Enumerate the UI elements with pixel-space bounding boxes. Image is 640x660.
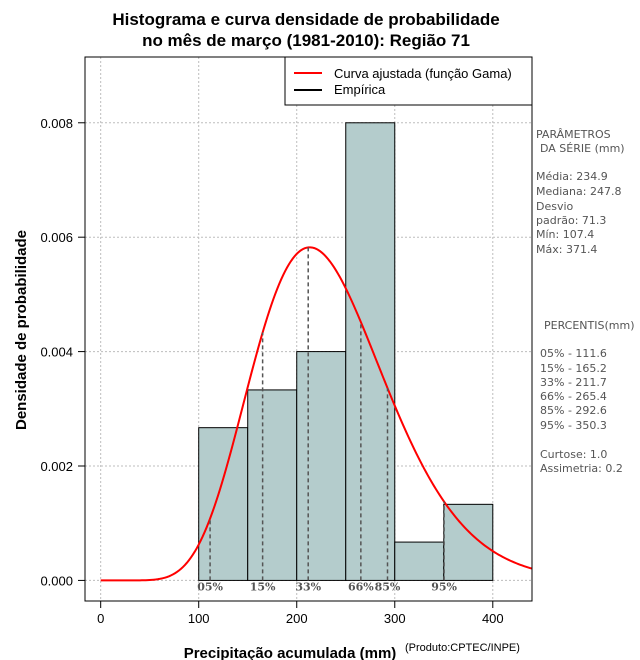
legend: Curva ajustada (função Gama) Empírica bbox=[284, 56, 533, 106]
y-axis-label: Densidade de probabilidade bbox=[13, 230, 30, 430]
percentil-line: 15% - 165.2 bbox=[540, 362, 607, 375]
param-line: Desvio bbox=[536, 200, 574, 213]
param-line: Máx: 371.4 bbox=[536, 243, 597, 256]
percentile-marker-label: 66% bbox=[348, 580, 374, 593]
percentil-line: 85% - 292.6 bbox=[540, 404, 607, 417]
params-subtitle: DA SÉRIE (mm) bbox=[540, 142, 625, 155]
histogram-bar bbox=[247, 389, 298, 581]
percentil-line: 05% - 111.6 bbox=[540, 347, 607, 360]
y-tick-label: 0.002 bbox=[40, 459, 73, 474]
kurtosis-line: Curtose: 1.0 bbox=[540, 448, 607, 461]
percentile-markers: 05% 15% 33% 66% 85% 95% bbox=[197, 247, 457, 593]
x-tick-label: 300 bbox=[384, 611, 406, 626]
percentile-marker-label: 33% bbox=[295, 580, 321, 593]
percentil-line: 95% - 350.3 bbox=[540, 419, 607, 432]
x-axis-label: Precipitação acumulada (mm) bbox=[184, 645, 397, 660]
histogram-bar bbox=[443, 503, 494, 581]
y-axis: 0.000 0.002 0.004 0.006 0.008 bbox=[40, 116, 85, 588]
histogram-bars bbox=[198, 122, 494, 581]
histogram-bar bbox=[198, 427, 249, 581]
product-credit: (Produto:CPTEC/INPE) bbox=[405, 642, 520, 654]
percentile-marker-label: 85% bbox=[375, 580, 401, 593]
percentil-line: 66% - 265.4 bbox=[540, 390, 607, 403]
legend-label-curve: Curva ajustada (função Gama) bbox=[334, 66, 512, 81]
chart-title-line-2: no mês de março (1981-2010): Região 71 bbox=[142, 31, 470, 50]
params-title: PARÂMETROS bbox=[536, 128, 611, 141]
x-tick-label: 0 bbox=[97, 611, 104, 626]
percentile-marker-label: 05% bbox=[197, 580, 223, 593]
legend-label-empirical: Empírica bbox=[334, 82, 386, 97]
percentis-title: PERCENTIS(mm) bbox=[544, 319, 635, 332]
param-line: Mín: 107.4 bbox=[536, 228, 594, 241]
histogram-bar bbox=[296, 351, 347, 581]
x-axis: 0 100 200 300 400 bbox=[97, 601, 504, 626]
percentile-marker-label: 95% bbox=[431, 580, 457, 593]
x-tick-label: 400 bbox=[482, 611, 504, 626]
histogram-bar bbox=[345, 122, 396, 581]
percentile-marker-label: 15% bbox=[250, 580, 276, 593]
y-tick-label: 0.008 bbox=[40, 116, 73, 131]
y-tick-label: 0.006 bbox=[40, 230, 73, 245]
legend-box bbox=[284, 56, 533, 106]
x-tick-label: 200 bbox=[286, 611, 308, 626]
y-tick-label: 0.004 bbox=[40, 345, 73, 360]
param-line: Mediana: 247.8 bbox=[536, 185, 621, 198]
param-line: Média: 234.9 bbox=[536, 170, 608, 183]
skewness-line: Assimetria: 0.2 bbox=[540, 462, 623, 475]
chart-title-line-1: Histograma e curva densidade de probabil… bbox=[112, 10, 499, 29]
fitted-curve-layer bbox=[100, 246, 533, 582]
x-tick-label: 100 bbox=[188, 611, 210, 626]
y-tick-label: 0.000 bbox=[40, 573, 73, 588]
param-line: padrão: 71.3 bbox=[536, 214, 606, 227]
histogram-bar bbox=[394, 541, 445, 581]
fitted-gamma-curve bbox=[100, 246, 533, 582]
series-parameters-panel: PARÂMETROS DA SÉRIE (mm) Média: 234.9 Me… bbox=[536, 128, 635, 475]
percentil-line: 33% - 211.7 bbox=[540, 376, 607, 389]
